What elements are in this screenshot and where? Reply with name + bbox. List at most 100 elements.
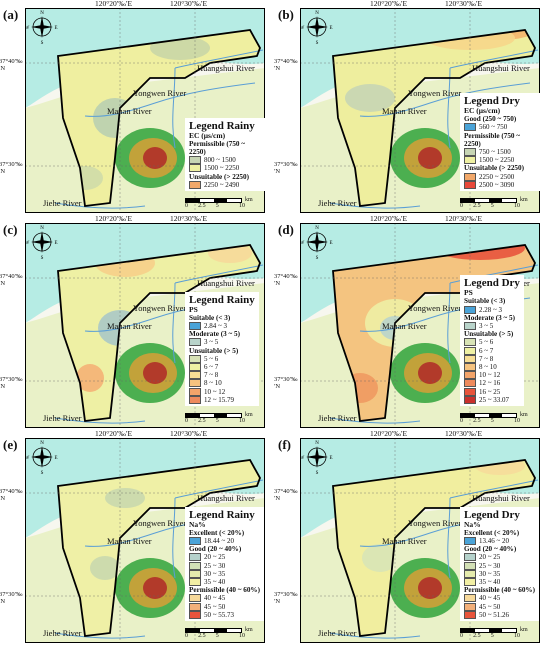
river-label-huangshui: Huangshui River <box>472 63 530 73</box>
legend-item: 12 ~ 15.79 <box>189 396 255 404</box>
latitude-label: 37°40′‰′N <box>274 58 298 72</box>
legend-parameter: PS <box>189 304 198 314</box>
legend-swatch <box>189 387 201 396</box>
map-legend: Legend Rainy PS Suitable (< 3) 2.84 ~ 3 Mode… <box>185 291 259 406</box>
legend-item: 8 ~ 10 <box>189 379 255 388</box>
legend-item-label: 25 ~ 30 <box>204 561 226 570</box>
legend-item: 5 ~ 6 <box>189 355 255 363</box>
legend-swatch <box>189 363 201 372</box>
scale-bar: km 0 2.5 5 10 <box>460 627 528 639</box>
scale-tick: 0 <box>460 418 463 424</box>
legend-swatch <box>189 395 201 404</box>
scale-unit: km <box>245 412 253 418</box>
legend-item-label: 2250 ~ 2490 <box>204 180 240 189</box>
panel-label: (c) <box>3 222 18 237</box>
map-panel: N S E W Huangshui River Yongwen River Manan Ri… <box>25 8 265 213</box>
study-area-boundary <box>57 459 261 637</box>
legend-item: 800 ~ 1500 <box>189 156 261 165</box>
legend-item-label: 7 ~ 8 <box>204 371 219 380</box>
legend-item-label: 7 ~ 8 <box>479 354 494 363</box>
elevation-relief <box>115 343 185 403</box>
legend-swatch <box>464 354 476 363</box>
legend-title: Legend Rainy <box>189 119 255 132</box>
legend-item-label: 10 ~ 12 <box>479 371 501 380</box>
legend-item: 20 ~ 25 <box>464 553 535 562</box>
scale-bar: km 0 2.5 5 10 <box>460 412 528 424</box>
map-panel: N S E W Huangshui River Yongwen River Manan Ri… <box>300 438 540 643</box>
legend-swatch <box>189 602 201 611</box>
legend-item-label: 8 ~ 10 <box>479 362 497 371</box>
legend-item: 20 ~ 25 <box>189 553 260 562</box>
scale-bar-graphic <box>185 627 242 633</box>
latitude-label: 37°30′‰′N <box>274 161 298 175</box>
legend-swatch <box>464 610 476 619</box>
legend-swatch <box>464 371 476 380</box>
legend-item: 2500 ~ 3090 <box>464 181 536 189</box>
map-legend: Legend Rainy EC (μs/cm) Permissible (750 ~… <box>185 117 265 191</box>
scale-tick: 5 <box>215 203 219 209</box>
legend-category: Excellent (< 20%) <box>464 528 520 537</box>
legend-title: Legend Dry <box>464 277 520 290</box>
legend-item: 8 ~ 10 <box>464 362 520 372</box>
legend-item: 2.84 ~ 3 <box>189 322 255 331</box>
legend-swatch <box>464 561 476 570</box>
compass-n-label: N <box>315 441 319 446</box>
scale-unit: km <box>245 627 253 633</box>
legend-item-label: 1500 ~ 2250 <box>479 156 515 165</box>
legend-item: 750 ~ 1500 <box>464 148 536 157</box>
legend-item-label: 800 ~ 1500 <box>204 156 236 165</box>
legend-item-label: 20 ~ 25 <box>479 553 501 562</box>
compass-rose-icon: N S E W <box>300 11 333 46</box>
legend-item: 30 ~ 35 <box>189 570 260 578</box>
scale-tick: 10 <box>514 203 520 209</box>
latitude-label: 37°40′‰′N <box>0 58 23 72</box>
legend-item: 3 ~ 5 <box>189 338 255 347</box>
legend-item: 25 ~ 30 <box>189 562 260 570</box>
legend-category: Unsuitable (> 2250) <box>189 172 250 181</box>
legend-swatch <box>464 578 476 587</box>
legend-item-label: 25 ~ 30 <box>479 561 501 570</box>
legend-item: 3 ~ 5 <box>464 321 520 331</box>
legend-category: Suitable (< 3) <box>189 313 231 322</box>
scale-tick: 2.5 <box>198 203 206 209</box>
legend-item-label: 3 ~ 5 <box>204 338 219 347</box>
scale-tick: 0 <box>460 203 463 209</box>
legend-item: 10 ~ 12 <box>464 371 520 380</box>
river-label-yongwen: Yongwen River <box>408 303 462 313</box>
compass-s-label: S <box>316 471 319 476</box>
compass-w-label: W <box>300 241 305 246</box>
study-area-boundary <box>332 29 536 207</box>
scale-tick: 2.5 <box>473 418 481 424</box>
compass-w-label: W <box>25 26 30 31</box>
scale-tick: 0 <box>185 203 188 209</box>
legend-item-label: 12 ~ 16 <box>479 379 501 388</box>
longitude-label: 120°20′‰′E <box>370 214 408 223</box>
legend-item-label: 45 ~ 50 <box>479 602 501 611</box>
legend-swatch <box>464 123 476 132</box>
compass-s-label: S <box>316 41 319 46</box>
scale-tick: 0 <box>460 633 463 639</box>
scale-tick: 10 <box>514 418 520 424</box>
scale-tick: 0 <box>185 418 188 424</box>
compass-e-label: E <box>54 26 57 31</box>
compass-w-label: W <box>300 26 305 31</box>
legend-item-label: 3 ~ 5 <box>479 321 494 330</box>
legend-swatch <box>464 180 476 189</box>
map-panel: N S E W Huangshui River Yongwen River Manan Ri… <box>25 438 265 643</box>
scale-unit: km <box>520 627 528 633</box>
legend-swatch <box>464 553 476 562</box>
latitude-label: 37°30′‰′N <box>0 591 23 605</box>
legend-swatch <box>464 156 476 165</box>
longitude-label: 120°30′‰′E <box>170 214 208 223</box>
elevation-relief <box>390 343 460 403</box>
compass-rose-icon: N S E W <box>300 226 333 261</box>
river-label-yongwen: Yongwen River <box>133 518 187 528</box>
legend-category: Suitable (< 3) <box>464 297 506 306</box>
legend-item-label: 18.44 ~ 20 <box>204 536 235 545</box>
legend-item: 2250 ~ 2500 <box>464 173 536 181</box>
legend-category: Moderate (3 ~ 5) <box>464 313 516 322</box>
study-area-boundary <box>332 459 536 637</box>
compass-e-label: E <box>329 456 332 461</box>
legend-category: Good (20 ~ 40%) <box>464 545 517 554</box>
scale-bar-graphic <box>460 197 517 203</box>
